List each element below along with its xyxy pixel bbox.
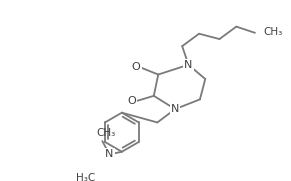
Text: N: N <box>171 104 179 114</box>
Text: O: O <box>127 96 136 106</box>
Text: CH₃: CH₃ <box>96 128 116 138</box>
Text: H₃C: H₃C <box>76 173 95 181</box>
Text: CH₃: CH₃ <box>264 27 283 37</box>
Text: N: N <box>105 149 113 159</box>
Text: N: N <box>184 60 193 70</box>
Text: O: O <box>132 62 141 72</box>
